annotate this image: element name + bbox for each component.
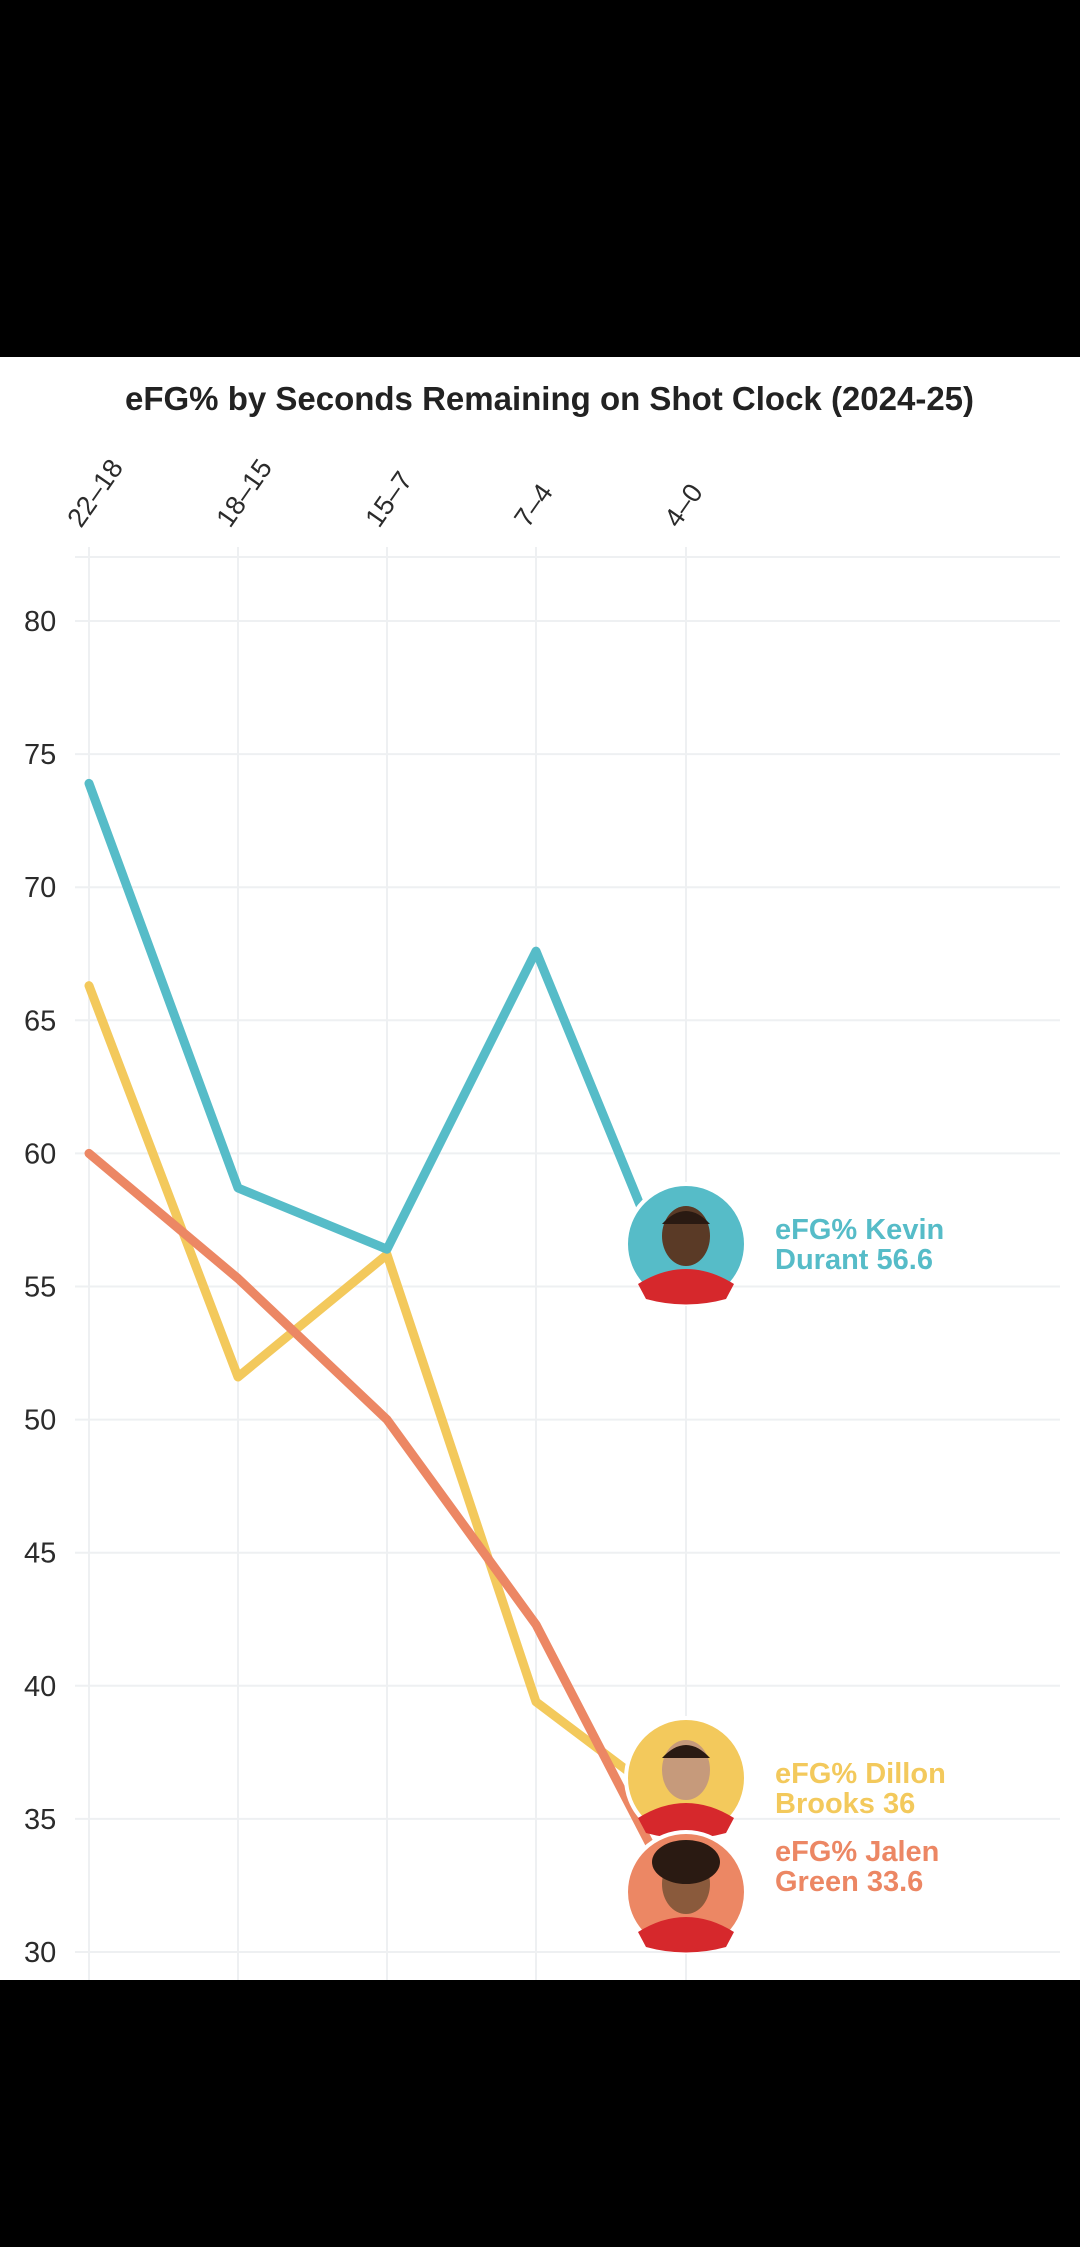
y-tick-label: 55 <box>24 1272 56 1304</box>
y-tick-label: 30 <box>24 1937 56 1969</box>
dillon-brooks-avatar <box>624 1716 748 1840</box>
chart-svg: eFG% by Seconds Remaining on Shot Clock … <box>24 380 1060 1980</box>
y-tick-label: 80 <box>24 606 56 638</box>
callout-label-green: Green 33.6 <box>775 1866 923 1898</box>
series-line-green <box>84 1148 661 1861</box>
y-tick-label: 65 <box>24 1005 56 1037</box>
y-tick-label: 75 <box>24 739 56 771</box>
y-tick-label: 70 <box>24 872 56 904</box>
chart-card: eFG% by Seconds Remaining on Shot Clock … <box>0 357 1080 1980</box>
jalen-green-avatar <box>624 1830 748 1954</box>
chart-title: eFG% by Seconds Remaining on Shot Clock … <box>125 380 974 417</box>
y-tick-label: 60 <box>24 1138 56 1170</box>
y-axis-ticks: 80 75 70 65 60 55 50 45 40 35 30 <box>24 606 56 1969</box>
callout-label-brooks: Brooks 36 <box>775 1788 915 1820</box>
y-tick-label: 45 <box>24 1538 56 1570</box>
x-category-label: 4–0 <box>658 478 708 532</box>
kevin-durant-avatar <box>624 1182 748 1306</box>
x-category-label: 7–4 <box>508 478 558 532</box>
callout-label-green: eFG% Jalen <box>775 1836 939 1868</box>
y-tick-label: 40 <box>24 1671 56 1703</box>
series-line-brooks <box>84 981 661 1797</box>
series-line-durant <box>84 778 661 1254</box>
y-tick-label: 50 <box>24 1405 56 1437</box>
y-tick-label: 35 <box>24 1804 56 1836</box>
x-category-label: 22–18 <box>61 454 129 533</box>
x-axis-categories: 22–18 18–15 15–7 7–4 4–0 <box>61 454 708 533</box>
callout-label-durant: eFG% Kevin <box>775 1214 944 1246</box>
x-category-label: 18–15 <box>210 454 278 533</box>
callout-label-brooks: eFG% Dillon <box>775 1758 946 1790</box>
x-category-label: 15–7 <box>359 466 418 532</box>
callout-label-durant: Durant 56.6 <box>775 1244 933 1276</box>
series-layer <box>84 778 687 1861</box>
